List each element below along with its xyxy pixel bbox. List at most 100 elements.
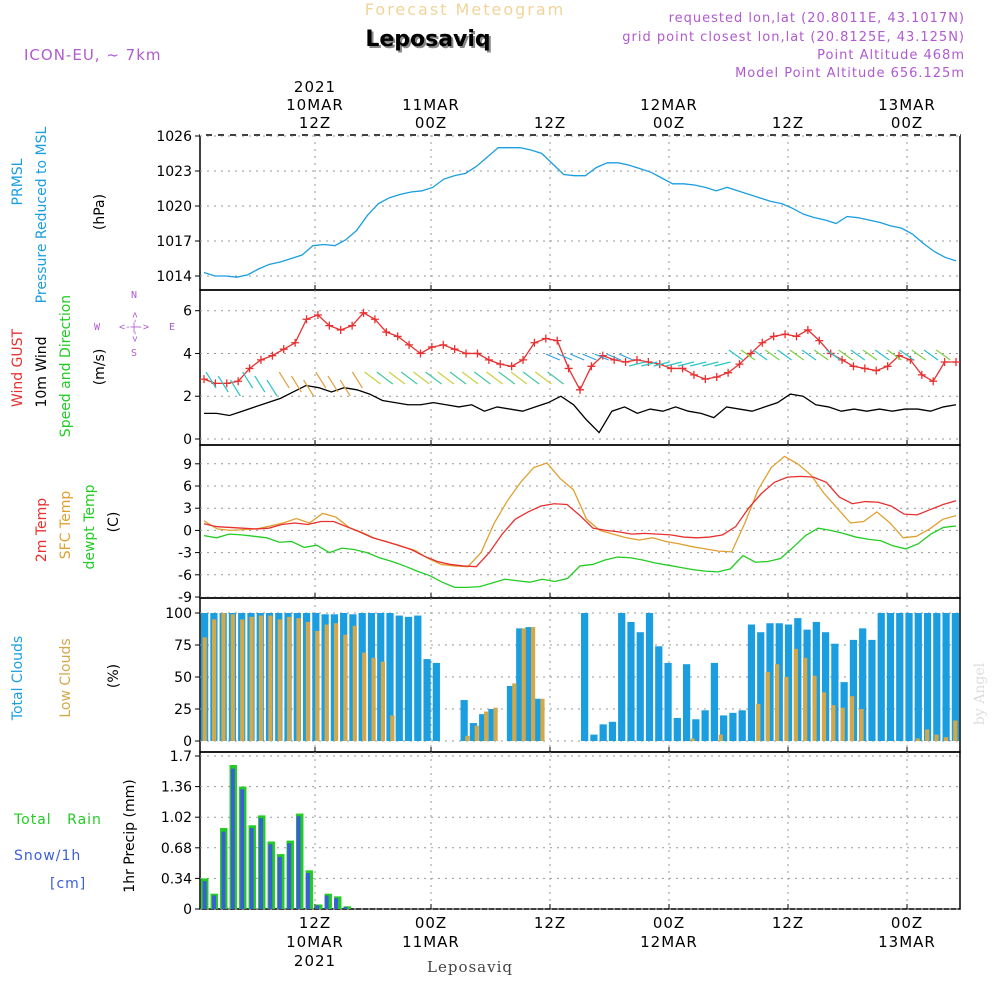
compass-v: <-|-> — [130, 312, 141, 342]
requested-coords: requested lon,lat (20.8011E, 43.1017N) — [669, 11, 965, 26]
gust-line-marker — [576, 385, 584, 394]
gust-line-marker — [234, 377, 243, 386]
wind-arrow — [364, 371, 381, 385]
y-tick-label: 25 — [174, 702, 192, 718]
total-cloud-bar — [404, 616, 413, 741]
total-cloud-bar — [590, 734, 598, 741]
wind-arrow — [290, 375, 302, 393]
low-cloud-bar — [690, 738, 695, 741]
wind-arrow — [838, 349, 853, 361]
y-tick-label: 9 — [183, 457, 192, 473]
wind-arrow — [618, 353, 634, 361]
gust-line-marker — [291, 338, 300, 347]
pressure-line — [203, 147, 957, 278]
chart-title: Leposaviq — [365, 27, 490, 52]
gust-line-marker — [359, 308, 368, 317]
time-label: 00Z — [653, 114, 685, 132]
gust-line-marker — [632, 355, 641, 364]
y-tick-label: 1023 — [156, 164, 192, 180]
gust-line-marker — [484, 355, 493, 364]
time-label: 13MAR — [878, 933, 936, 951]
panel-precipitation: 0 0.34 0.68 1.02 1.36 1.7 — [161, 749, 961, 918]
gust-line-marker — [496, 360, 505, 369]
temp2m-line — [203, 475, 957, 568]
total-cloud-bar — [432, 662, 440, 741]
snow-bar — [334, 898, 339, 909]
gust-line-marker — [245, 364, 254, 373]
y-tick-label: 1020 — [156, 199, 192, 215]
low-cloud-bar — [493, 707, 498, 741]
compass-n: N — [131, 290, 137, 301]
gust-line-marker — [917, 370, 926, 379]
wind-arrow — [437, 371, 455, 385]
low-cloud-bar — [803, 657, 808, 741]
gust-line-marker — [724, 368, 733, 377]
wind-arrow — [303, 379, 315, 397]
wind-arrow — [266, 379, 278, 397]
snow-bar — [296, 816, 301, 909]
gust-line-marker — [530, 338, 539, 347]
gust-line-marker — [929, 377, 938, 386]
y-tick-label: 6 — [183, 479, 192, 495]
snow-bar — [249, 828, 254, 909]
gust-label: Wind GUST — [10, 328, 26, 407]
low-cloud-bar — [249, 616, 254, 741]
compass-rose: N S W E <-|-> <-|-> — [94, 290, 175, 359]
low-cloud-bar — [211, 619, 217, 741]
gust-line-marker — [370, 315, 379, 324]
total-cloud-bar — [618, 613, 626, 741]
time-label: 11MAR — [402, 933, 460, 951]
total-cloud-bar — [395, 615, 403, 741]
wind-arrow — [557, 353, 573, 361]
gust-line-marker — [416, 349, 425, 358]
total-cloud-bar — [645, 613, 654, 741]
wind-arrow — [728, 349, 744, 361]
snow-bar — [230, 768, 235, 909]
panels: 1014 1017 1020 1023 1026 0 2 4 6 -9 -6 -3 0 3 6 9 0 25 50 7… — [156, 129, 961, 918]
wind-arrow — [923, 349, 939, 361]
snow-bar — [259, 818, 263, 909]
low-cloud-bar — [465, 735, 470, 741]
wind-dir-label: Speed and Direction — [58, 295, 74, 437]
wind-arrow — [641, 361, 658, 367]
y-tick-label: 1.7 — [170, 749, 192, 765]
y-tick-label: 0 — [183, 523, 192, 539]
gust-line-marker — [462, 349, 471, 358]
gust-line-marker — [883, 362, 892, 371]
rain-label: Total Rain — [13, 812, 102, 828]
low-cloud-bar — [277, 619, 282, 741]
wind-arrow — [498, 371, 516, 385]
wind-arrow — [899, 349, 914, 361]
total-cloud-bar — [923, 613, 932, 741]
gust-line-marker — [382, 328, 391, 337]
total-cloud-bar — [720, 715, 728, 741]
gust-line-marker — [689, 370, 698, 379]
total-cloud-bar — [831, 643, 839, 741]
gust-line-marker — [621, 358, 630, 367]
total-cloud-bar — [506, 685, 515, 741]
total-cloud-bar — [701, 710, 709, 741]
snow-bar — [221, 831, 226, 909]
panel-frame — [199, 751, 961, 910]
wind-arrow — [535, 371, 552, 385]
gust-line-marker — [427, 343, 436, 352]
total-cloud-bar — [933, 613, 941, 741]
wind-arrow — [582, 353, 597, 361]
total-cloud-bar — [581, 613, 589, 741]
low-cloud-bar — [812, 675, 817, 741]
time-label: 00Z — [891, 114, 923, 132]
low-cloud-bar — [362, 652, 367, 741]
gust-line-marker — [541, 334, 550, 343]
time-label: 12Z — [534, 114, 566, 132]
gust-line-marker — [473, 349, 482, 358]
low-cloud-bar — [343, 634, 348, 741]
total-clouds-label: Total Clouds — [10, 636, 26, 721]
total-cloud-bar — [655, 646, 663, 741]
gust-line-marker — [746, 349, 755, 358]
gust-line-marker — [405, 340, 414, 349]
gust-line-marker — [302, 315, 311, 324]
wind-arrow — [606, 353, 622, 361]
low-cloud-bar — [221, 613, 226, 741]
wind-arrow — [935, 349, 951, 361]
dewpoint-line — [203, 525, 957, 589]
